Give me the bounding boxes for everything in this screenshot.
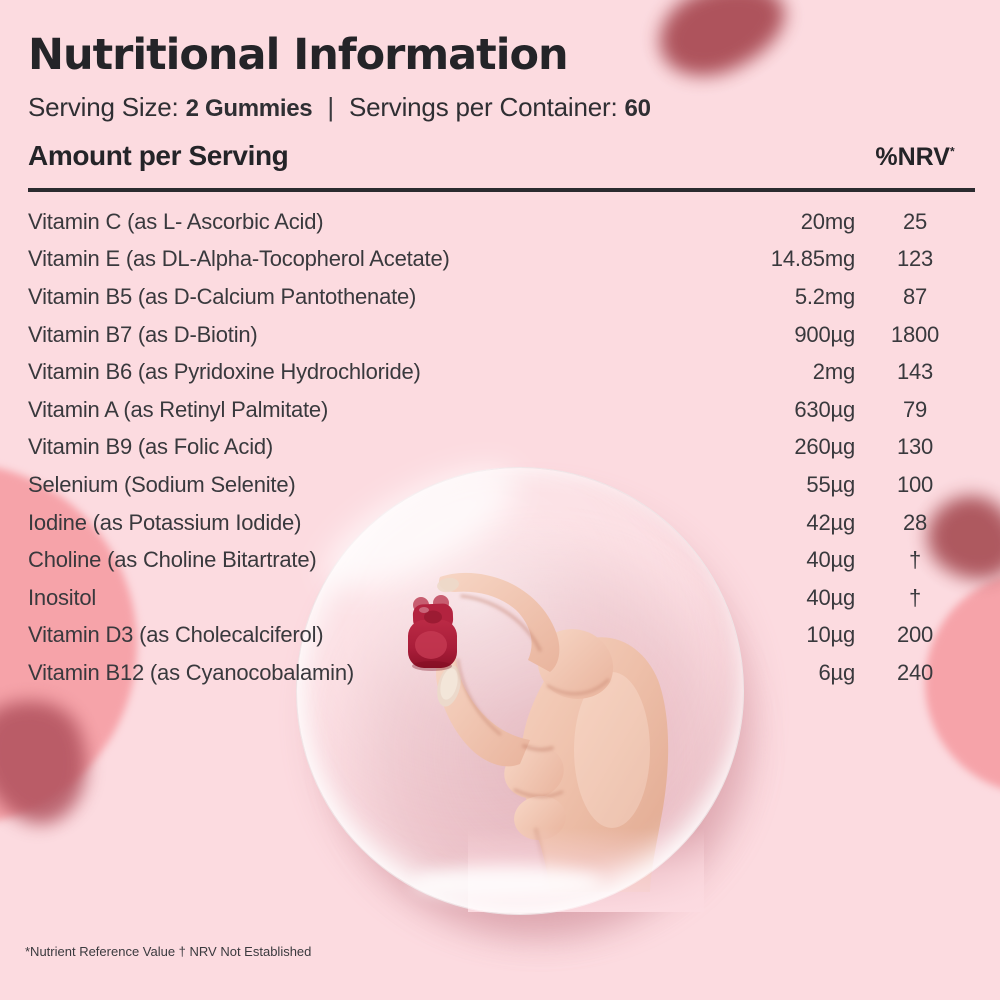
- nutrient-name: Vitamin B6 (as Pyridoxine Hydrochloride): [28, 359, 421, 385]
- nutrient-amount: 2mg: [812, 359, 855, 385]
- nutrient-nrv: †: [908, 584, 922, 610]
- nutrient-name: Vitamin B7 (as D-Biotin): [28, 321, 258, 347]
- nutrient-amount: 900µg: [794, 321, 855, 347]
- nutrient-name: Vitamin B12 (as Cyanocobalamin): [28, 659, 355, 685]
- nutrient-amount: 5.2mg: [794, 283, 855, 309]
- table-row: Vitamin B6 (as Pyridoxine Hydrochloride)…: [28, 353, 975, 391]
- table-row: Vitamin B12 (as Cyanocobalamin) 6µg 240: [28, 654, 975, 692]
- nutrient-amount: 55µg: [806, 471, 855, 497]
- nutrient-name: Vitamin B9 (as Folic Acid): [28, 434, 274, 460]
- nutrient-nrv: 1800: [890, 321, 940, 347]
- table-row: Vitamin C (as L- Ascorbic Acid) 20mg 25: [28, 203, 975, 241]
- nutrient-amount: 42µg: [806, 509, 855, 535]
- nutrient-name: Selenium (Sodium Selenite): [28, 471, 296, 497]
- footnote: *Nutrient Reference Value † NRV Not Esta…: [25, 944, 312, 959]
- table-row: Selenium (Sodium Selenite) 55µg 100: [28, 466, 975, 504]
- table-row: Choline (as Choline Bitartrate) 40µg †: [28, 541, 975, 579]
- nutrient-amount: 40µg: [806, 547, 855, 573]
- table-row: Vitamin E (as DL-Alpha-Tocopherol Acetat…: [28, 241, 975, 279]
- nutrient-amount: 10µg: [806, 622, 855, 648]
- nutrient-nrv: 79: [902, 396, 928, 422]
- nutrient-nrv: 240: [896, 659, 934, 685]
- table-row: Vitamin B9 (as Folic Acid) 260µg 130: [28, 429, 975, 467]
- servings-per-container-value: 60: [624, 95, 651, 122]
- nrv-header-label: %NRV: [875, 143, 950, 171]
- nutrient-name: Inositol: [28, 584, 97, 610]
- nutrient-nrv: 100: [896, 471, 934, 497]
- table-row: Inositol 40µg †: [28, 579, 975, 617]
- serving-size-value: 2 Gummies: [185, 95, 313, 122]
- table-header: Amount per Serving %NRV*: [28, 140, 975, 172]
- nutrient-name: Choline (as Choline Bitartrate): [28, 547, 317, 573]
- nutrient-nrv: 87: [902, 283, 928, 309]
- nutrient-table: Vitamin C (as L- Ascorbic Acid) 20mg 25 Vi…: [28, 203, 975, 692]
- serving-separator: |: [327, 92, 334, 122]
- nutrient-amount: 40µg: [806, 584, 855, 610]
- nutrient-name: Vitamin C (as L- Ascorbic Acid): [28, 208, 324, 234]
- nutrient-amount: 14.85mg: [770, 246, 855, 272]
- nutrient-nrv: 143: [896, 359, 934, 385]
- nutrient-nrv: †: [908, 547, 922, 573]
- table-row: Vitamin B7 (as D-Biotin) 900µg 1800: [28, 316, 975, 354]
- nutrient-amount: 260µg: [794, 434, 855, 460]
- hand-thumb: [436, 649, 530, 767]
- nrv-header-asterisk: *: [949, 144, 955, 159]
- nutrient-name: Vitamin E (as DL-Alpha-Tocopherol Acetat…: [28, 246, 450, 272]
- gummy-bear-image: [408, 595, 457, 671]
- nrv-header: %NRV*: [855, 143, 975, 172]
- index-finger-nail: [437, 577, 459, 593]
- page-title: Nutritional Information: [28, 30, 569, 80]
- nutrient-nrv: 200: [896, 622, 934, 648]
- nutrient-nrv: 28: [902, 509, 928, 535]
- nutrient-name: Vitamin D3 (as Cholecalciferol): [28, 622, 324, 648]
- nutrient-nrv: 123: [896, 246, 934, 272]
- table-row: Vitamin D3 (as Cholecalciferol) 10µg 200: [28, 617, 975, 655]
- header-divider: [28, 188, 975, 192]
- nutrient-nrv: 130: [896, 434, 934, 460]
- table-row: Iodine (as Potassium Iodide) 42µg 28: [28, 504, 975, 542]
- nutrient-nrv: 25: [902, 208, 928, 234]
- nutrient-amount: 630µg: [794, 396, 855, 422]
- hand-index-finger: [437, 572, 560, 672]
- nutrient-amount: 6µg: [818, 659, 855, 685]
- servings-per-container-label: Servings per Container:: [348, 92, 618, 122]
- nutrient-name: Vitamin B5 (as D-Calcium Pantothenate): [28, 283, 417, 309]
- serving-info: Serving Size: 2 Gummies | Servings per C…: [28, 92, 651, 123]
- table-row: Vitamin A (as Retinyl Palmitate) 630µg 79: [28, 391, 975, 429]
- serving-size-label: Serving Size:: [28, 92, 179, 122]
- amount-per-serving-header: Amount per Serving: [28, 140, 289, 171]
- nutrient-name: Iodine (as Potassium Iodide): [28, 509, 302, 535]
- nutrient-name: Vitamin A (as Retinyl Palmitate): [28, 396, 329, 422]
- nutrient-amount: 20mg: [800, 208, 855, 234]
- table-row: Vitamin B5 (as D-Calcium Pantothenate) 5.…: [28, 278, 975, 316]
